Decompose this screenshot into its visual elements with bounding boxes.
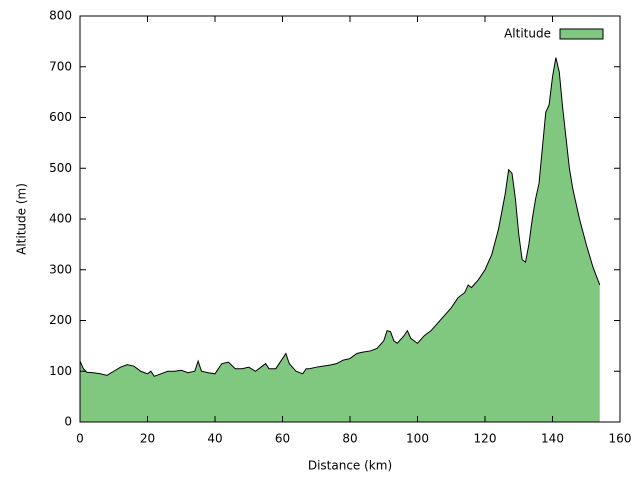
legend-label: Altitude	[504, 27, 551, 41]
area-outline	[79, 57, 601, 377]
y-tick-label: 300	[49, 262, 72, 276]
y-tick-label: 700	[49, 59, 72, 73]
y-tick-label: 400	[49, 212, 72, 226]
x-tick-label: 120	[474, 432, 497, 446]
x-tick-label: 40	[207, 432, 222, 446]
x-tick-label: 140	[541, 432, 564, 446]
x-tick-label: 60	[275, 432, 290, 446]
y-tick-label: 200	[49, 313, 72, 327]
x-axis-label: Distance (km)	[308, 459, 392, 473]
y-tick-label: 100	[49, 364, 72, 378]
x-tick-label: 160	[609, 432, 632, 446]
y-tick-label: 500	[49, 161, 72, 175]
legend-swatch	[559, 28, 604, 40]
y-tick-label: 0	[64, 415, 72, 429]
y-tick-label: 800	[49, 9, 72, 23]
area	[80, 57, 600, 423]
x-tick-label: 80	[342, 432, 357, 446]
x-tick-label: 20	[140, 432, 155, 446]
x-tick-label: 100	[406, 432, 429, 446]
x-tick-label: 0	[76, 432, 84, 446]
y-tick-label: 600	[49, 110, 72, 124]
y-axis-label: Altitude (m)	[15, 183, 29, 255]
